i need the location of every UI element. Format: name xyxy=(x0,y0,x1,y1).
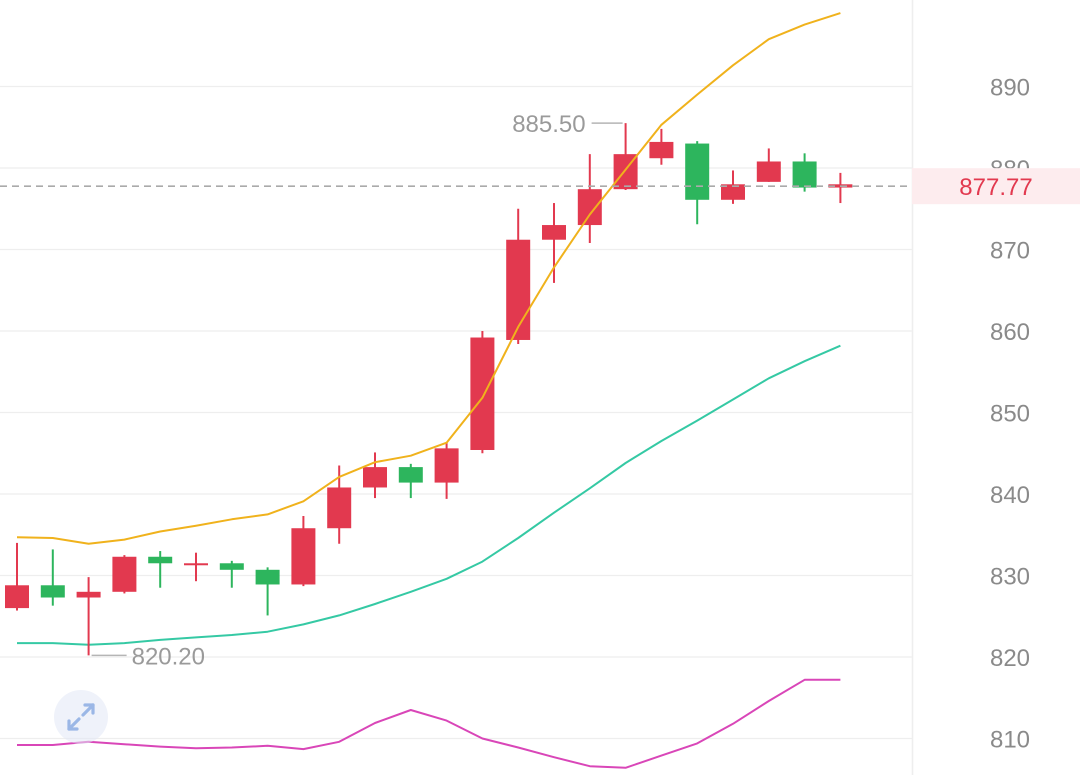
candle xyxy=(40,549,65,606)
candle-body xyxy=(219,563,244,570)
annotations: 885.50 820.20 xyxy=(91,111,623,670)
grid-lines xyxy=(0,0,914,775)
candle-body xyxy=(148,556,173,564)
y-tick-label: 820 xyxy=(990,645,1030,672)
current-price-label: 877.77 xyxy=(959,174,1032,201)
candle xyxy=(5,542,29,611)
candle-body xyxy=(40,585,65,598)
candle-body xyxy=(685,143,710,200)
candle xyxy=(148,551,173,588)
candle xyxy=(398,463,423,499)
candle xyxy=(327,465,352,544)
candle-body xyxy=(184,563,208,566)
candle xyxy=(792,153,817,192)
expand-arrows-icon xyxy=(67,703,95,731)
y-tick-label: 850 xyxy=(990,401,1030,428)
candle xyxy=(470,331,495,454)
ma-fast-line xyxy=(16,12,841,545)
candles xyxy=(5,123,853,656)
candle xyxy=(255,567,280,616)
y-tick-label: 840 xyxy=(990,482,1030,509)
candle-body xyxy=(542,225,566,240)
candle-body xyxy=(434,448,459,483)
candle xyxy=(219,560,244,588)
high-annotation-label: 885.50 xyxy=(512,111,585,138)
candle xyxy=(184,552,208,582)
candle xyxy=(685,141,710,225)
candle xyxy=(542,203,566,283)
low-annotation-label: 820.20 xyxy=(132,643,205,670)
candle-body xyxy=(112,556,137,592)
candle-body xyxy=(792,161,817,188)
candle xyxy=(112,555,137,594)
y-tick-label: 830 xyxy=(990,564,1030,591)
candle-body xyxy=(255,569,280,585)
y-tick-label: 870 xyxy=(990,238,1030,265)
y-axis: 810820830840850860870880890 xyxy=(990,75,1030,754)
indicator-line xyxy=(17,678,841,769)
moving-averages xyxy=(17,344,841,769)
current-price-marker: 877.77 xyxy=(0,168,1080,205)
candle xyxy=(756,148,781,182)
candle-body xyxy=(577,189,602,226)
y-tick-label: 890 xyxy=(990,75,1030,102)
candle-body xyxy=(291,528,316,585)
candle xyxy=(363,452,387,499)
candle xyxy=(577,154,602,243)
candle-body xyxy=(756,161,781,182)
candle xyxy=(434,442,459,499)
ma-slow-line xyxy=(17,344,841,646)
y-tick-label: 860 xyxy=(990,319,1030,346)
current-price-background xyxy=(912,168,1080,205)
candle xyxy=(649,128,674,165)
expand-button[interactable] xyxy=(54,690,108,744)
candle-body xyxy=(76,591,101,598)
candle-body xyxy=(327,487,352,529)
candle-body xyxy=(5,585,29,609)
candle-body xyxy=(470,337,495,450)
candle-body xyxy=(721,184,745,200)
candle xyxy=(291,516,316,587)
candle-body xyxy=(398,467,423,483)
candle xyxy=(76,577,101,656)
y-tick-label: 810 xyxy=(990,727,1030,754)
candle xyxy=(721,170,745,204)
candle-body xyxy=(363,467,387,488)
candle-body xyxy=(649,141,674,159)
candle xyxy=(506,208,531,345)
candle-body xyxy=(506,239,531,340)
candle xyxy=(828,172,853,204)
